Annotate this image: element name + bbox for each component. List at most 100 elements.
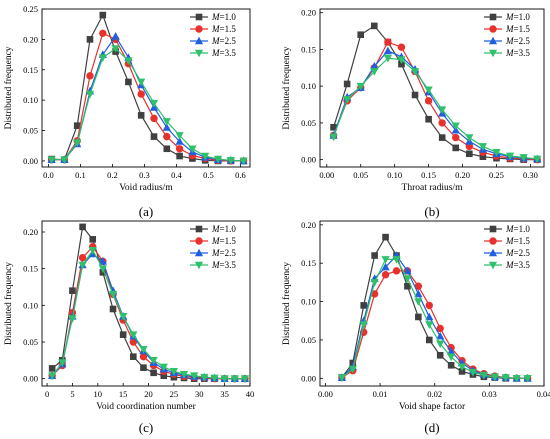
data-point (479, 371, 489, 380)
legend-label: M=1.0 (211, 12, 236, 22)
panel-label: (a) (139, 204, 153, 219)
data-point (438, 119, 446, 127)
legend-item: M=1.5 (190, 236, 236, 246)
plot-frame (41, 220, 251, 387)
y-tick-label: 0.20 (301, 8, 316, 18)
chart-panel-2: 0.00 0.05 0.10 0.15 0.20 0.25 0.30 0.00 0.05 0.10… (281, 8, 545, 219)
data-point (382, 233, 389, 241)
y-tick-label: 0.15 (301, 258, 316, 268)
x-tick-label: 15 (119, 389, 128, 399)
data-point (48, 365, 56, 372)
legend-marker (488, 248, 498, 257)
data-point (359, 321, 368, 329)
legend-item: M=3.5 (190, 260, 236, 270)
data-point (48, 372, 57, 381)
data-point (370, 68, 379, 76)
data-point (458, 368, 466, 375)
legend-marker (194, 261, 204, 270)
data-point (447, 347, 456, 355)
legend-item: M=2.5 (190, 248, 236, 258)
legend-marker (488, 49, 498, 58)
data-point (220, 375, 229, 383)
legend-label: M=2.5 (505, 36, 530, 46)
legend: M=1.0M=1.5M=2.5M=3.5 (190, 12, 236, 58)
x-tick-label: 0.20 (455, 170, 470, 180)
legend-label: M=1.0 (505, 224, 530, 234)
data-point (370, 62, 379, 70)
series-line (333, 25, 538, 161)
data-point (436, 331, 445, 340)
data-point (89, 236, 97, 243)
x-tick-label: 0.10 (387, 170, 402, 180)
data-point (424, 86, 433, 95)
legend-item: M=1.0 (484, 224, 530, 234)
legend-marker (195, 237, 203, 245)
legend-label-value: =2.5 (220, 36, 237, 46)
x-tick-label: 0.04 (537, 389, 550, 399)
data-point (163, 132, 171, 141)
legend-label-var: M (211, 12, 220, 22)
legend-item: M=1.0 (190, 12, 236, 22)
data-point (73, 122, 81, 129)
y-tick-label: 0.15 (301, 44, 316, 54)
data-point (239, 157, 248, 166)
data-point (200, 373, 209, 382)
data-point (392, 267, 401, 275)
data-point (98, 265, 107, 273)
data-point (111, 45, 120, 53)
data-point (99, 29, 107, 38)
panel-label: (d) (424, 420, 439, 435)
data-point (425, 115, 432, 123)
data-point (79, 223, 86, 231)
data-point (163, 145, 171, 153)
data-point (150, 133, 158, 140)
x-tick-label: 0.00 (319, 170, 334, 180)
legend-label-value: =1.5 (514, 236, 531, 246)
series-line (51, 32, 244, 162)
data-point (479, 153, 487, 161)
legend-label-var: M (505, 248, 514, 258)
data-point (98, 257, 107, 265)
legend-label-var: M (505, 236, 514, 246)
data-point (47, 156, 56, 165)
legend-label: M=1.5 (505, 24, 530, 34)
data-point (398, 60, 405, 68)
x-tick-label: 0.15 (421, 170, 436, 180)
data-point (150, 114, 158, 123)
data-point (149, 357, 158, 365)
data-point (329, 133, 338, 142)
data-point (397, 43, 406, 51)
y-tick-label: 0.15 (23, 65, 38, 75)
series-M=3.5 (48, 247, 250, 383)
legend-label-var: M (211, 24, 220, 34)
data-point (381, 256, 390, 264)
x-tick-label: 0.4 (171, 170, 182, 180)
x-tick-label: 0.30 (523, 170, 538, 180)
legend-label-var: M (505, 24, 514, 34)
x-tick-label: 10 (94, 389, 103, 399)
y-tick-label: 0.20 (301, 220, 316, 230)
data-point (451, 122, 460, 131)
chart-panel-3: 0 5 10 15 20 25 30 35 40 0.00 0.05 0.10 0.15 0.20 Void… (3, 220, 254, 435)
y-axis-label: Distributed frequency (3, 262, 14, 345)
y-tick-label: 0.00 (23, 374, 38, 384)
data-point (424, 97, 433, 105)
data-point (201, 152, 210, 161)
legend-label: M=1.0 (211, 224, 236, 234)
series-line (51, 13, 244, 162)
x-tick-label: 25 (170, 389, 179, 399)
data-point (468, 368, 478, 377)
data-point (523, 375, 532, 383)
x-axis-label: Void radius/m (119, 183, 173, 193)
data-point (60, 156, 69, 165)
x-tick-label: 0.00 (318, 389, 333, 399)
legend-label-var: M (211, 260, 220, 270)
legend: M=1.0M=1.5M=2.5M=3.5 (484, 224, 530, 270)
legend-label-var: M (505, 48, 514, 58)
legend-item: M=3.5 (484, 48, 530, 58)
y-tick-label: 0.00 (23, 156, 38, 166)
legend-label: M=2.5 (505, 248, 530, 258)
data-point (129, 338, 138, 346)
data-point (465, 134, 474, 142)
